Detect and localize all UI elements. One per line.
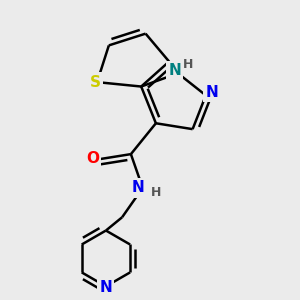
- Text: N: N: [169, 63, 182, 78]
- Text: N: N: [100, 280, 112, 295]
- Text: S: S: [90, 75, 101, 90]
- Text: N: N: [132, 180, 145, 195]
- Text: N: N: [205, 85, 218, 100]
- Text: H: H: [183, 58, 194, 71]
- Text: O: O: [86, 151, 99, 166]
- Text: H: H: [151, 186, 161, 199]
